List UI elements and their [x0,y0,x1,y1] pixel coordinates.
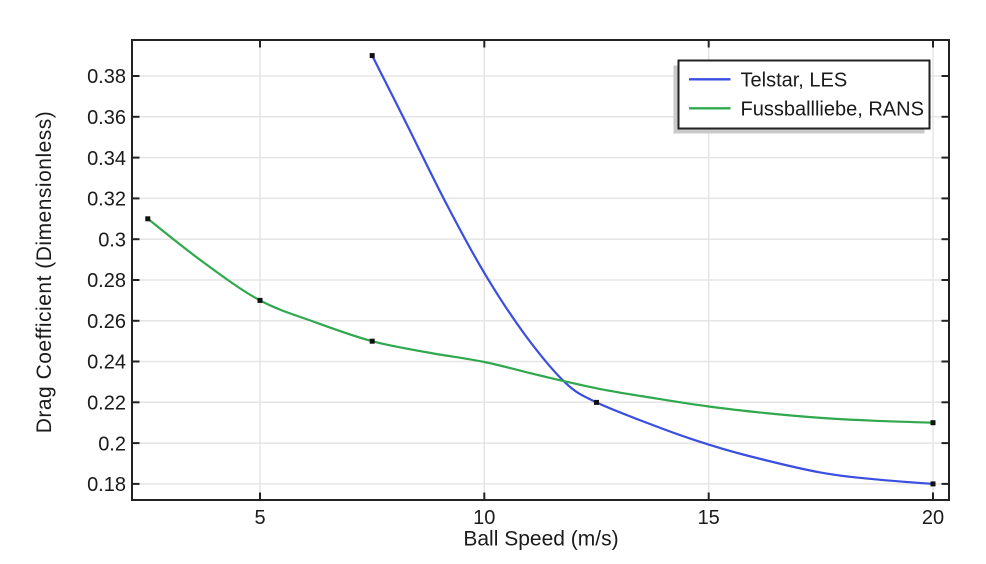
svg-text:0.22: 0.22 [87,393,126,415]
svg-text:0.18: 0.18 [87,474,126,496]
svg-text:0.32: 0.32 [87,189,126,211]
svg-text:Fussballliebe, RANS: Fussballliebe, RANS [741,99,924,121]
svg-text:0.34: 0.34 [87,148,126,170]
svg-text:0.2: 0.2 [98,433,126,455]
svg-text:20: 20 [922,507,944,529]
svg-text:0.3: 0.3 [98,229,126,251]
svg-text:5: 5 [254,507,265,529]
svg-text:0.24: 0.24 [87,352,126,374]
svg-text:0.26: 0.26 [87,311,126,333]
svg-text:0.28: 0.28 [87,270,126,292]
svg-text:0.36: 0.36 [87,107,126,129]
svg-text:Drag Coefficient (Dimensionles: Drag Coefficient (Dimensionless) [33,111,56,434]
svg-text:10: 10 [473,507,495,529]
svg-text:0.38: 0.38 [87,66,126,88]
svg-text:Telstar, LES: Telstar, LES [741,70,848,92]
svg-text:15: 15 [698,507,720,529]
svg-text:Ball Speed (m/s): Ball Speed (m/s) [463,527,618,550]
